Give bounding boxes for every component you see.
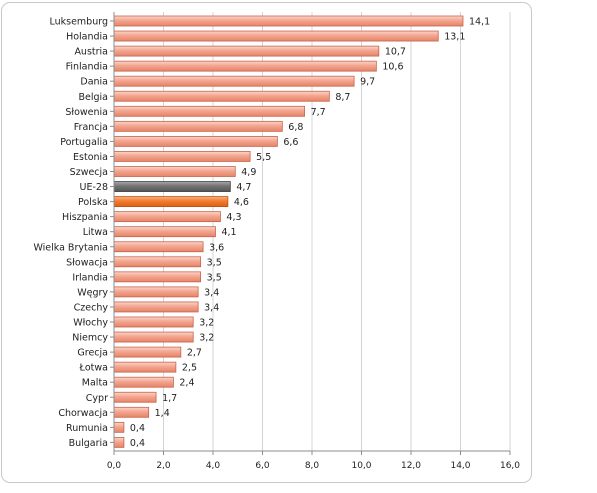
bar-polska — [113, 196, 229, 208]
category-label: Włochy — [73, 318, 108, 329]
bar-portugalia — [113, 135, 278, 147]
x-tick-label: 12,0 — [401, 461, 421, 471]
category-label: Niemcy — [72, 333, 108, 344]
category-label: Portugalia — [60, 137, 108, 148]
value-label: 3,4 — [204, 302, 219, 313]
x-tick-label: 8,0 — [305, 461, 320, 471]
bar-rumunia — [113, 421, 125, 433]
value-label: 13,1 — [444, 32, 465, 43]
value-label: 1,7 — [162, 393, 177, 404]
bar-niemcy — [113, 331, 194, 343]
value-label: 2,4 — [179, 378, 194, 389]
bar-malta — [113, 376, 174, 388]
x-tick-label: 6,0 — [255, 461, 270, 471]
category-label: Czechy — [74, 302, 109, 313]
value-label: 10,7 — [385, 47, 406, 58]
value-label: 3,6 — [209, 242, 224, 253]
category-label: Polska — [78, 197, 108, 208]
category-label: Dania — [80, 77, 108, 88]
value-label: 0,4 — [130, 438, 145, 449]
value-label: 0,4 — [130, 423, 145, 434]
value-label: 1,4 — [155, 408, 170, 419]
value-label: 4,3 — [226, 212, 241, 223]
value-label: 5,5 — [256, 152, 271, 163]
x-tick-label: 16,0 — [500, 461, 520, 471]
value-label: 4,1 — [221, 227, 236, 238]
category-label: Irlandia — [72, 272, 108, 283]
bar-belgia — [113, 90, 330, 102]
bar-litwa — [113, 226, 216, 238]
value-label: 9,7 — [360, 77, 375, 88]
category-label: UE-28 — [80, 182, 108, 193]
category-label: Austria — [74, 47, 108, 58]
bar-słowacja — [113, 256, 202, 268]
value-label: 3,5 — [207, 257, 222, 268]
value-label: 6,8 — [288, 122, 303, 133]
x-tick-label: 10,0 — [351, 461, 371, 471]
category-label: Łotwa — [79, 363, 108, 374]
x-tick-label: 0,0 — [107, 461, 122, 471]
bars: 14,1 13,1 10,7 10,6 9,7 8,7 7,7 6,8 6,6 5,54,9 4,7… — [113, 15, 490, 449]
category-label: Węgry — [77, 287, 108, 298]
bar-bulgaria — [113, 436, 125, 448]
axes: 0,0 2,0 4,0 6,0 8,0 10,0 12,0 14,0 16,0 Luksembur… — [33, 12, 520, 471]
value-label: 8,7 — [335, 92, 350, 103]
category-label: Holandia — [66, 32, 108, 43]
bar-francja — [113, 120, 283, 132]
value-label: 4,7 — [236, 182, 251, 193]
bar-grecja — [113, 346, 182, 358]
x-tick-label: 4,0 — [206, 461, 221, 471]
bar-estonia — [113, 151, 251, 162]
value-label: 2,7 — [187, 348, 202, 359]
value-label: 4,6 — [234, 197, 249, 208]
x-tick-label: 14,0 — [450, 461, 470, 471]
bar-austria — [113, 45, 380, 57]
value-label: 6,6 — [283, 137, 298, 148]
bar-irlandia — [113, 271, 202, 283]
category-label: Bulgaria — [69, 438, 108, 449]
bar-chorwacja — [113, 406, 150, 418]
category-label: Słowacja — [66, 257, 108, 268]
category-label: Francja — [74, 122, 108, 133]
category-label: Finlandia — [66, 62, 108, 73]
category-label: Hiszpania — [62, 212, 108, 223]
category-label: Estonia — [73, 152, 108, 163]
value-label: 4,9 — [241, 167, 256, 178]
bar-cypr — [113, 391, 157, 403]
x-tick-label: 2,0 — [156, 461, 171, 471]
bar-wielka-brytania — [113, 241, 204, 253]
bar-hiszpania — [113, 211, 221, 223]
bar-słowenia — [113, 105, 305, 117]
category-label: Cypr — [86, 393, 108, 404]
bar-holandia — [113, 30, 439, 42]
category-label: Grecja — [77, 348, 108, 359]
bar-łotwa — [113, 361, 177, 373]
category-label: Rumunia — [66, 423, 108, 434]
category-label: Słowenia — [65, 107, 108, 118]
bar-ue-28 — [113, 181, 231, 192]
bar-węgry — [113, 286, 199, 298]
value-label: 3,4 — [204, 287, 219, 298]
category-label: Wielka Brytania — [33, 242, 108, 253]
bar-czechy — [113, 301, 199, 313]
category-label: Chorwacja — [58, 408, 108, 419]
value-label: 3,2 — [199, 318, 214, 329]
bar-luksemburg — [113, 15, 464, 27]
value-label: 3,2 — [199, 333, 214, 344]
category-label: Litwa — [83, 227, 108, 238]
bar-dania — [113, 75, 355, 87]
bar-szwecja — [113, 166, 236, 177]
category-label: Malta — [82, 378, 108, 389]
value-label: 14,1 — [469, 17, 490, 28]
category-label: Szwecja — [70, 167, 108, 178]
category-label: Belgia — [79, 92, 109, 103]
bar-włochy — [113, 316, 194, 328]
bar-finlandia — [113, 60, 377, 72]
value-label: 7,7 — [311, 107, 326, 118]
value-label: 2,5 — [182, 363, 197, 374]
value-label: 10,6 — [382, 62, 403, 73]
category-label: Luksemburg — [49, 17, 108, 28]
value-label: 3,5 — [207, 272, 222, 283]
